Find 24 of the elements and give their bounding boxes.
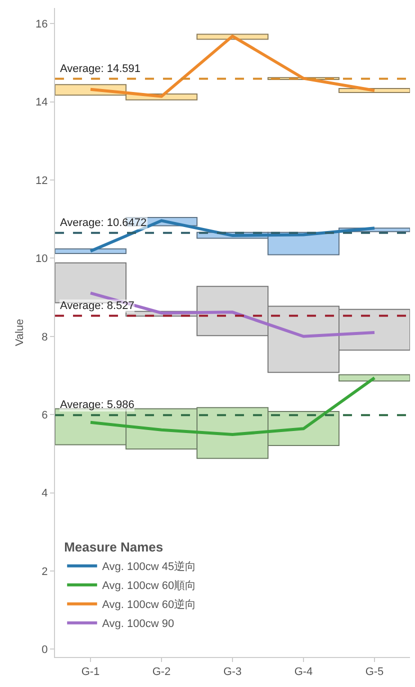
legend-label: Avg. 100cw 60順向 — [102, 580, 196, 592]
legend-label: Avg. 100cw 45逆向 — [102, 560, 196, 574]
y-tick-label: 16 — [36, 18, 48, 30]
x-tick-label: G-4 — [294, 666, 313, 678]
y-tick-label: 10 — [36, 253, 48, 266]
y-tick-label: 4 — [42, 488, 48, 500]
y-axis-title: Value — [14, 318, 26, 346]
x-tick-label: G-2 — [152, 666, 171, 678]
x-tick-label: G-5 — [365, 666, 384, 678]
y-tick-label: 14 — [36, 96, 48, 109]
ref-line-label: Average: 5.986 — [60, 399, 134, 411]
y-tick-label: 12 — [36, 174, 48, 187]
legend-label: Avg. 100cw 90 — [102, 618, 174, 630]
x-tick-label: G-3 — [223, 666, 242, 678]
legend-title: Measure Names — [64, 539, 164, 554]
ref-line-label: Average: 8.527 — [60, 300, 134, 312]
ref-line-label: Average: 10.6472 — [60, 217, 147, 229]
y-tick-label: 8 — [42, 331, 48, 344]
y-tick-label: 2 — [42, 566, 48, 578]
ref-line-label: Average: 14.591 — [60, 63, 141, 75]
x-tick-label: G-1 — [81, 666, 100, 678]
y-tick-label: 0 — [42, 644, 48, 656]
legend-label: Avg. 100cw 60逆向 — [102, 598, 196, 612]
y-tick-label: 6 — [42, 409, 48, 422]
